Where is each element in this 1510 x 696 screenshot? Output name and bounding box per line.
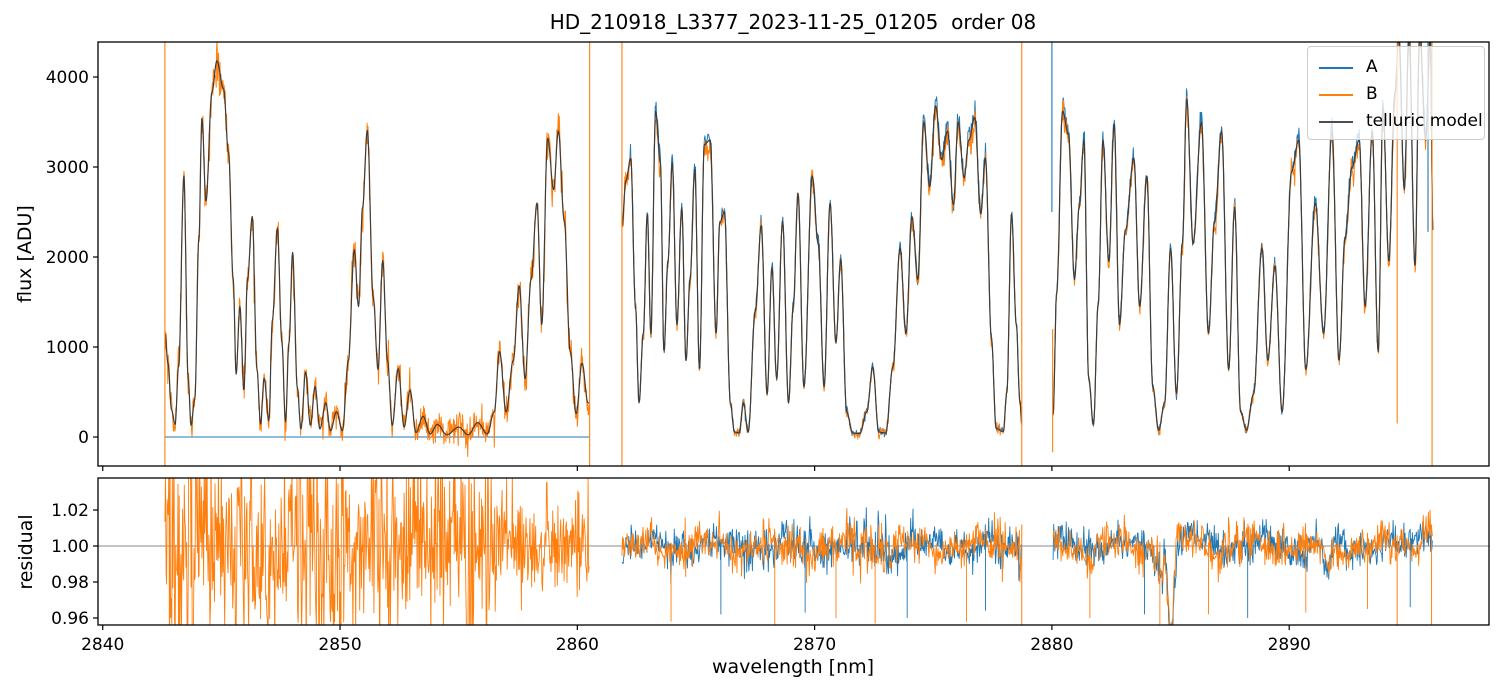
y-tick-label-flux: 2000 bbox=[46, 248, 89, 268]
y-tick-label-flux: 0 bbox=[78, 428, 89, 448]
y-tick-label-residual: 0.98 bbox=[51, 573, 89, 593]
x-tick-label: 2840 bbox=[81, 635, 124, 655]
legend-swatch-b bbox=[1319, 93, 1353, 96]
y-tick-label-flux: 1000 bbox=[46, 338, 89, 358]
y-tick-label-residual: 0.96 bbox=[51, 609, 89, 629]
legend-item-b: B bbox=[1308, 81, 1484, 108]
y-tick-label-flux: 3000 bbox=[46, 158, 89, 178]
x-tick-label: 2850 bbox=[318, 635, 361, 655]
legend-label-a: A bbox=[1366, 57, 1378, 77]
figure-title: HD_210918_L3377_2023-11-25_01205 order 0… bbox=[549, 10, 1037, 34]
legend-label-b: B bbox=[1366, 84, 1378, 104]
residual-panel-series bbox=[98, 478, 1489, 625]
x-axis-label: wavelength [nm] bbox=[711, 656, 875, 678]
y-tick-label-flux: 4000 bbox=[46, 68, 89, 88]
x-tick-label: 2890 bbox=[1268, 635, 1311, 655]
flux-panel-spines bbox=[97, 41, 1490, 467]
legend-swatch-telluric-model bbox=[1319, 120, 1353, 123]
legend: A B telluric model bbox=[1307, 46, 1485, 140]
flux-panel-series bbox=[164, 42, 1434, 466]
x-tick-label: 2870 bbox=[793, 635, 836, 655]
y-tick-label-residual: 1.02 bbox=[51, 501, 89, 521]
legend-label-telluric-model: telluric model bbox=[1366, 111, 1483, 131]
y-axis-label-residual: residual bbox=[15, 514, 37, 590]
y-tick-label-residual: 1.00 bbox=[51, 537, 89, 557]
residual-panel-spines bbox=[97, 477, 1490, 626]
legend-item-a: A bbox=[1308, 54, 1484, 81]
legend-swatch-a bbox=[1319, 66, 1353, 69]
legend-item-telluric-model: telluric model bbox=[1308, 108, 1484, 135]
x-tick-label: 2880 bbox=[1030, 635, 1073, 655]
x-tick-label: 2860 bbox=[556, 635, 599, 655]
y-axis-label-flux: flux [ADU] bbox=[14, 205, 36, 303]
